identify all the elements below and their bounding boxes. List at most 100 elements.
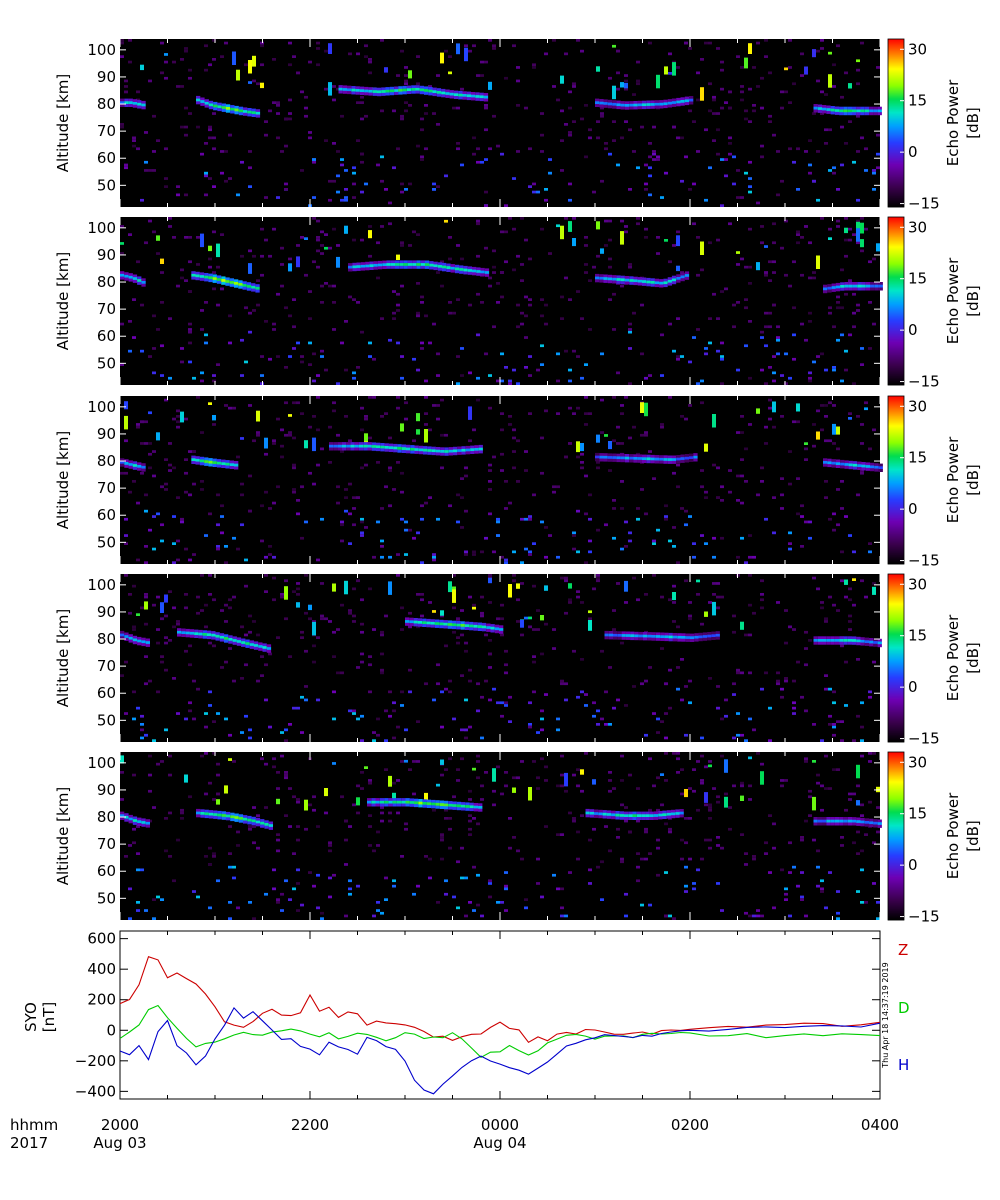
noise-cell bbox=[860, 249, 864, 253]
echo-cell bbox=[245, 644, 250, 648]
echo-cell bbox=[424, 89, 429, 93]
noise-cell bbox=[348, 825, 352, 828]
noise-cell bbox=[760, 76, 764, 80]
echo-cell bbox=[365, 267, 370, 271]
colorbar-segment bbox=[888, 718, 904, 720]
noise-cell bbox=[616, 71, 620, 75]
noise-cell bbox=[812, 423, 816, 426]
colorbar-segment bbox=[888, 189, 904, 191]
noise-cell bbox=[224, 660, 228, 664]
noise-cell bbox=[836, 295, 840, 299]
noise-cell bbox=[184, 279, 188, 282]
noise-cell bbox=[120, 125, 124, 129]
echo-cell bbox=[219, 638, 225, 642]
echo-cell bbox=[208, 279, 213, 283]
noise-cell bbox=[688, 857, 692, 861]
noise-cell bbox=[732, 614, 736, 618]
noise-cell bbox=[372, 914, 376, 918]
noise-cell bbox=[600, 398, 604, 402]
echo-streak bbox=[556, 224, 560, 228]
noise-cell bbox=[288, 825, 292, 828]
echo-cell bbox=[350, 447, 355, 451]
echo-cell bbox=[633, 282, 638, 286]
noise-cell bbox=[524, 898, 528, 901]
noise-cell bbox=[188, 112, 192, 115]
echo-cell bbox=[843, 112, 848, 116]
colorbar-segment bbox=[888, 76, 904, 78]
colorbar-segment bbox=[888, 196, 904, 198]
colorbar-segment bbox=[888, 607, 904, 609]
noise-cell bbox=[348, 512, 352, 516]
noise-cell bbox=[768, 406, 772, 410]
echo-cell bbox=[379, 798, 385, 802]
echo-cell bbox=[354, 444, 359, 448]
echo-cell bbox=[874, 465, 879, 469]
echo-cell bbox=[363, 442, 368, 446]
noise-cell bbox=[148, 773, 152, 777]
echo-streak bbox=[588, 610, 592, 614]
echo-cell bbox=[249, 643, 254, 647]
echo-cell bbox=[417, 623, 423, 627]
noise-cell bbox=[196, 595, 200, 599]
echo-cell bbox=[251, 822, 256, 826]
echo-streak bbox=[608, 441, 612, 450]
noise-cell bbox=[616, 425, 620, 429]
echo-streak bbox=[828, 74, 832, 88]
colorbar-segment bbox=[888, 121, 904, 123]
colorbar-segment bbox=[888, 288, 904, 290]
echo-cell bbox=[141, 823, 146, 827]
echo-cell bbox=[204, 99, 209, 103]
colorbar-segment bbox=[888, 318, 904, 320]
noise-cell bbox=[580, 789, 584, 793]
colorbar-segment bbox=[888, 510, 904, 512]
noise-cell bbox=[264, 762, 268, 766]
noise-cell bbox=[576, 857, 580, 861]
colorbar-segment bbox=[888, 171, 904, 173]
noise-cell bbox=[820, 352, 824, 356]
echo-cell bbox=[211, 633, 216, 637]
noise-cell bbox=[664, 504, 668, 508]
noise-cell bbox=[264, 196, 268, 199]
noise-cell bbox=[512, 436, 516, 440]
echo-layer bbox=[367, 798, 483, 812]
echo-cell bbox=[145, 638, 150, 642]
noise-cell bbox=[588, 539, 592, 543]
echo-cell bbox=[447, 620, 452, 624]
noise-cell bbox=[852, 325, 856, 329]
echo-cell bbox=[473, 624, 478, 628]
noise-cell bbox=[684, 890, 688, 893]
noise-cell bbox=[488, 666, 492, 669]
echo-cell bbox=[225, 814, 231, 818]
noise-cell bbox=[184, 49, 188, 53]
colorbar-segment bbox=[888, 336, 904, 338]
echo-cell bbox=[624, 454, 630, 457]
noise-cell bbox=[296, 401, 300, 405]
noise-cell bbox=[132, 625, 136, 629]
noise-cell bbox=[476, 873, 480, 877]
noise-cell bbox=[716, 466, 720, 470]
colorbar-label: Echo Power bbox=[944, 79, 962, 166]
colorbar-segment bbox=[888, 631, 904, 633]
noise-cell bbox=[400, 241, 404, 245]
colorbar-segment bbox=[888, 601, 904, 603]
colorbar-segment bbox=[888, 549, 904, 551]
noise-cell bbox=[756, 85, 760, 88]
colorbar-segment bbox=[888, 238, 904, 240]
colorbar-segment bbox=[888, 176, 904, 178]
noise-cell bbox=[768, 260, 772, 264]
colorbar-segment bbox=[888, 511, 904, 513]
echo-cell bbox=[189, 629, 195, 633]
colorbar-segment bbox=[888, 373, 904, 375]
echo-cell bbox=[196, 101, 201, 105]
noise-cell bbox=[872, 188, 876, 191]
noise-cell bbox=[780, 374, 784, 377]
noise-cell bbox=[272, 887, 276, 891]
echo-cell bbox=[612, 458, 617, 462]
noise-cell bbox=[124, 855, 128, 858]
noise-cell bbox=[672, 526, 676, 529]
colorbar-segment bbox=[888, 275, 904, 277]
echo-cell bbox=[225, 817, 231, 821]
echo-cell bbox=[715, 631, 720, 635]
echo-cell bbox=[830, 106, 835, 109]
colorbar-segment bbox=[888, 580, 904, 582]
